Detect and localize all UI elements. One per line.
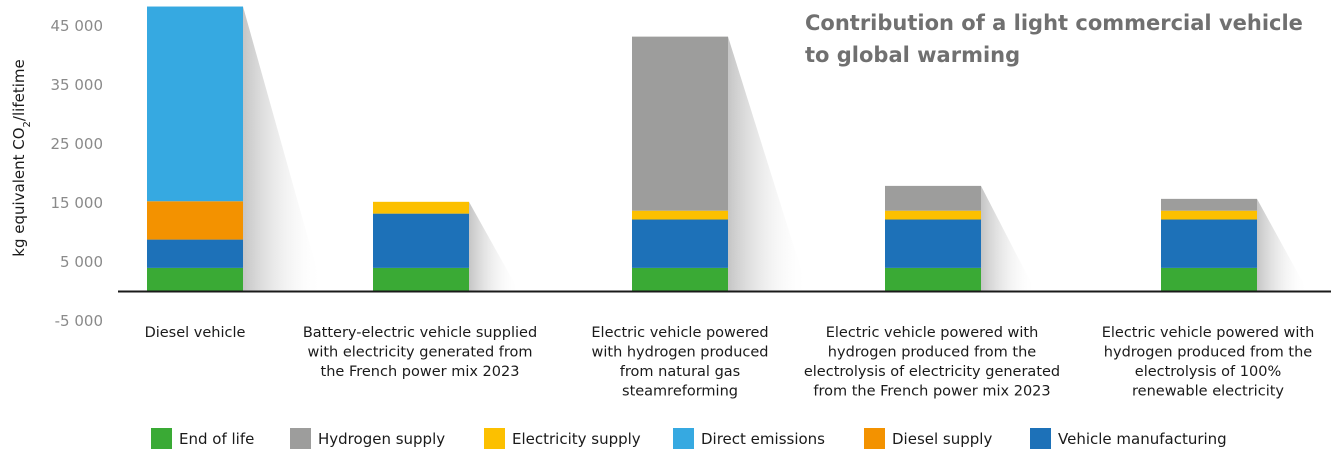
bar-segment-electricity-supply	[373, 201, 469, 214]
bar-segment-electricity-supply	[1161, 210, 1257, 220]
y-tick-label: 45 000	[51, 17, 104, 35]
category-label: Diesel vehicle	[145, 325, 246, 341]
legend-swatch	[1030, 428, 1051, 449]
bar-segment-vehicle-manufacturing	[885, 219, 981, 268]
legend-item-direct-emissions: Direct emissions	[673, 428, 825, 449]
y-tick-label: 15 000	[51, 194, 104, 212]
bar-segment-electricity-supply	[885, 210, 981, 220]
bar-shadow	[1257, 198, 1308, 292]
y-tick-label: 25 000	[51, 135, 104, 153]
bar-shadow	[728, 36, 808, 292]
legend-item-hydrogen-supply: Hydrogen supply	[290, 428, 445, 449]
legend-label: Diesel supply	[892, 430, 992, 448]
bar-segment-end-of-life	[1161, 267, 1257, 292]
bars	[147, 6, 1257, 292]
legend: End of life Hydrogen supply Electricity su…	[151, 428, 1227, 449]
bar-segment-vehicle-manufacturing	[147, 239, 243, 268]
category-label: Battery-electric vehicle supplied with el…	[303, 325, 537, 380]
category-label: Electric vehicle powered with hydrogen pr…	[1102, 325, 1315, 400]
y-tick-label: -5 000	[55, 312, 103, 330]
x-axis-categories: Diesel vehicle Battery-electric vehicle s…	[145, 325, 1315, 400]
legend-item-end-of-life: End of life	[151, 428, 254, 449]
y-tick-label: 35 000	[51, 76, 104, 94]
bar-segment-diesel-supply	[147, 201, 243, 240]
category-label: Electric vehicle powered with hydrogen pr…	[591, 325, 768, 400]
legend-label: End of life	[179, 430, 254, 448]
chart-title: Contribution of a light commercial vehic…	[805, 11, 1303, 67]
bar-segment-end-of-life	[632, 267, 728, 292]
legend-swatch	[290, 428, 311, 449]
bar-segment-end-of-life	[885, 267, 981, 292]
legend-item-vehicle-manufacturing: Vehicle manufacturing	[1030, 428, 1227, 449]
legend-item-electricity-supply: Electricity supply	[484, 428, 641, 449]
bar-shadows	[243, 6, 1308, 292]
bar-segment-direct-emissions	[147, 6, 243, 202]
bar-segment-hydrogen-supply	[632, 36, 728, 211]
bar-segment-electricity-supply	[632, 210, 728, 220]
legend-item-diesel-supply: Diesel supply	[864, 428, 992, 449]
y-tick-label: 5 000	[60, 253, 103, 271]
legend-swatch	[673, 428, 694, 449]
y-axis-ticks: 45 000 35 000 25 000 15 000 5 000 -5 000	[51, 17, 104, 330]
category-label: Electric vehicle powered with hydrogen pr…	[804, 325, 1060, 400]
bar-segment-hydrogen-supply	[1161, 198, 1257, 211]
y-axis-label: kg equivalent CO2/lifetime	[10, 59, 33, 256]
legend-label: Vehicle manufacturing	[1058, 430, 1227, 448]
legend-label: Hydrogen supply	[318, 430, 445, 448]
bar-shadow	[469, 201, 520, 292]
bar-segment-vehicle-manufacturing	[632, 219, 728, 268]
legend-swatch	[864, 428, 885, 449]
legend-swatch	[484, 428, 505, 449]
legend-label: Direct emissions	[701, 430, 825, 448]
bar-segment-vehicle-manufacturing	[373, 213, 469, 268]
bar-shadow	[981, 185, 1036, 292]
bar-segment-vehicle-manufacturing	[1161, 219, 1257, 268]
bar-segment-end-of-life	[373, 267, 469, 292]
legend-label: Electricity supply	[512, 430, 641, 448]
bar-segment-hydrogen-supply	[885, 185, 981, 211]
legend-swatch	[151, 428, 172, 449]
bar-segment-end-of-life	[147, 267, 243, 292]
bar-shadow	[243, 6, 323, 292]
